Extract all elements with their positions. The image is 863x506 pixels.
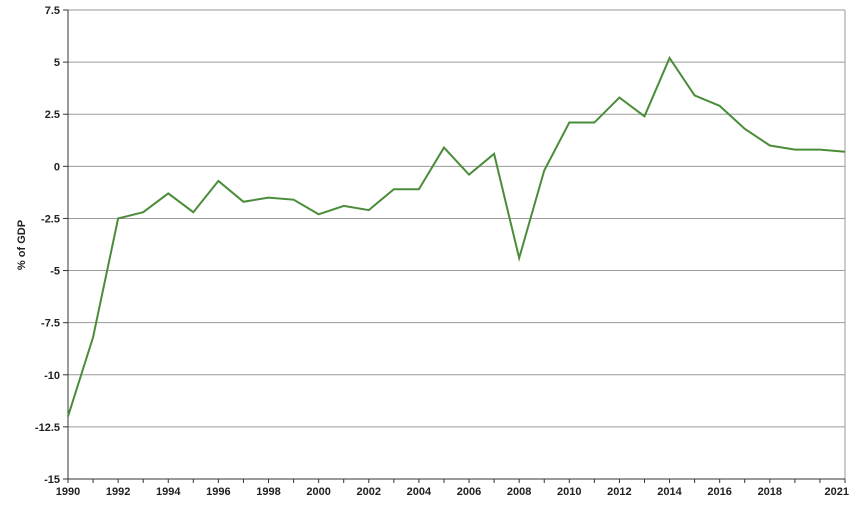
x-tick-labels: 1990 1992 1994 1996 1998 2000 2002 2004 2006 2008… [56,486,849,498]
x-tick-label: 1996 [206,486,230,498]
x-tick-label: 2018 [758,486,782,498]
x-tick-label: 2008 [507,486,531,498]
grid-lines [68,9,846,479]
x-tick-label: 2002 [357,486,381,498]
x-tick-label: 2014 [657,486,682,498]
y-tick-label: -15 [44,474,60,486]
y-tick-label: -7.5 [41,318,60,330]
y-tick-label: 5 [54,57,60,69]
x-tick-label: 2016 [707,486,731,498]
y-tick-label: -5 [50,266,60,278]
y-tick-label: -2.5 [41,213,60,225]
series-group [67,55,846,417]
x-tick-label: 1990 [56,486,80,498]
x-tick-label: 2000 [306,486,330,498]
x-tick-label: 2006 [457,486,481,498]
x-tick-label: 2010 [557,486,581,498]
x-tick-label: 1994 [156,486,181,498]
y-tick-label: 0 [54,161,60,173]
y-tick-label: -10 [44,370,60,382]
x-tick-label: 2021 [825,486,849,498]
series-line [67,55,846,417]
x-tick-label: 1998 [256,486,280,498]
x-tick-label: 2012 [607,486,631,498]
x-tick-label: 1992 [106,486,130,498]
y-tick-label: 2.5 [45,109,60,121]
x-tick-label: 2004 [407,486,432,498]
y-tick-labels: 7.5 5 2.5 0 -2.5 -5 -7.5 -10 -12.5 -15 [35,5,60,486]
axes [63,9,846,483]
y-tick-label: 7.5 [45,5,60,17]
y-tick-label: -12.5 [35,422,60,434]
y-axis-label: % of GDP [16,220,28,270]
